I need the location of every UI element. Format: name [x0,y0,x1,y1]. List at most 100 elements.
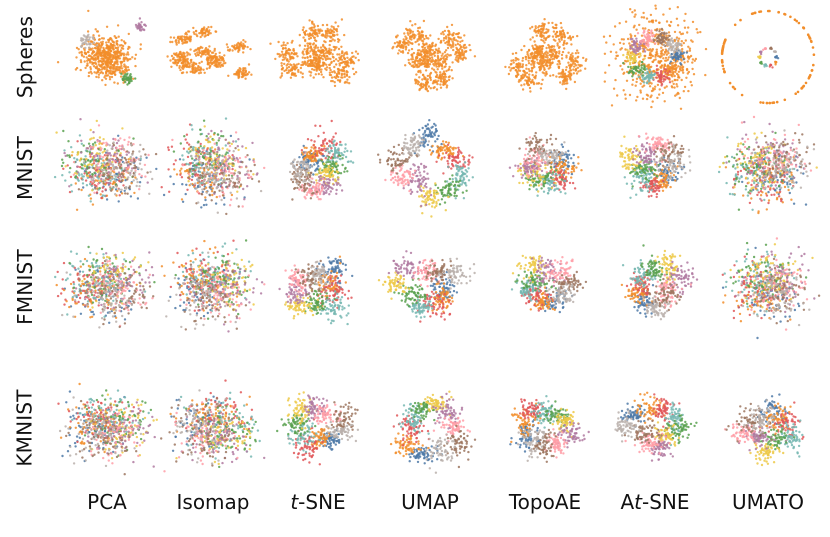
scatter-point [557,66,561,70]
scatter-point [224,144,227,147]
scatter-point [414,23,417,26]
scatter-point [109,62,112,65]
scatter-point [92,58,95,61]
scatter-point [186,54,189,57]
scatter-point [306,33,309,36]
scatter-point [664,48,668,51]
scatter-point [547,21,550,25]
scatter-point [126,150,129,153]
scatter-point [539,30,543,34]
scatter-point [319,46,323,49]
scatter-point [543,37,546,40]
scatter-point [722,67,725,71]
scatter-point [412,65,415,69]
scatter-point [121,156,124,159]
scatter-point [665,32,668,35]
scatter-point [90,152,94,155]
scatter-point [675,36,679,39]
scatter-point [218,62,221,65]
scatter-point [340,18,344,21]
scatter-point [185,183,188,186]
scatter-point [428,45,431,48]
scatter-point [416,56,419,59]
scatter-point [324,40,327,44]
scatter-point [131,56,134,59]
scatter-point [675,53,678,56]
scatter-point [289,63,292,66]
scatter-point [527,76,531,79]
scatter-point [118,44,122,47]
scatter-point [455,56,458,59]
scatter-point [667,73,671,77]
scatter-point [517,65,520,68]
scatter-point [336,79,340,82]
scatter-point [306,44,310,48]
scatter-point [95,51,98,54]
scatter-mnist-isomap [160,117,266,216]
scatter-point [108,176,111,179]
scatter-point [554,23,557,26]
scatter-point [677,75,680,79]
scatter-point [402,44,405,47]
scatter-point [681,47,684,51]
scatter-point [439,71,442,74]
scatter-point [640,69,643,72]
scatter-point [82,144,85,147]
scatter-point [397,41,400,45]
scatter-point [634,68,638,71]
scatter-point [531,25,534,29]
scatter-point [666,72,669,75]
scatter-point [340,58,344,61]
scatter-point [314,73,317,76]
scatter-point [80,163,83,166]
scatter-point [652,59,656,62]
scatter-point [109,154,112,157]
scatter-point [548,61,552,64]
scatter-point [86,62,89,65]
scatter-point [115,175,118,178]
scatter-point [129,162,132,165]
scatter-point [541,22,544,25]
scatter-point [435,88,439,91]
scatter-point [124,65,127,68]
scatter-point [139,155,143,158]
scatter-point [357,59,360,62]
scatter-point [572,72,575,75]
scatter-point [175,53,178,57]
scatter-point [643,64,646,67]
scatter-point [685,68,689,72]
scatter-point [769,63,772,67]
scatter-point [310,29,313,32]
scatter-point [444,35,448,38]
scatter-point [97,157,100,160]
scatter-point [110,75,114,79]
row-label-spheres: Spheres [8,2,42,112]
scatter-point [560,35,564,38]
scatter-point [439,39,443,43]
scatter-point [533,40,536,43]
scatter-point [292,52,296,56]
scatter-point [653,87,656,91]
scatter-point [687,45,690,48]
scatter-point [631,71,635,74]
scatter-point [101,151,104,154]
row-label-fmnist: FMNIST [8,232,42,342]
scatter-point [298,44,301,47]
scatter-point [108,75,112,79]
scatter-point [557,55,560,58]
scatter-point [345,51,348,54]
scatter-point [320,29,324,32]
scatter-point [683,19,686,22]
scatter-point [584,67,587,70]
scatter-point [411,42,414,45]
scatter-point [576,66,580,69]
scatter-point [447,42,450,45]
scatter-point [431,67,434,70]
scatter-point [426,74,429,78]
scatter-point [131,167,134,170]
scatter-point [209,59,212,62]
scatter-point [331,38,334,41]
scatter-point [540,25,543,28]
scatter-point [645,17,649,20]
scatter-point [633,34,637,38]
